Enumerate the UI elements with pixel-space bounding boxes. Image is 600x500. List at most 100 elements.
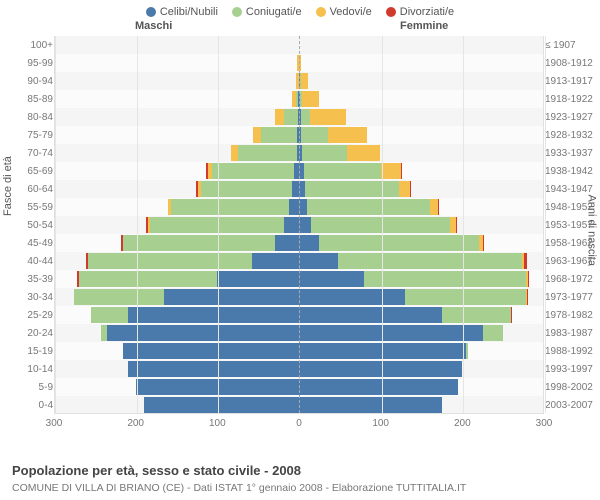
male-bar — [91, 307, 299, 323]
segment — [430, 199, 438, 215]
segment — [301, 109, 311, 125]
male-bar — [168, 199, 299, 215]
segment — [307, 199, 430, 215]
year-tick-label: 2003-2007 — [545, 400, 600, 411]
year-tick-label: 1928-1932 — [545, 130, 600, 141]
legend-swatch — [146, 7, 156, 17]
segment — [171, 199, 289, 215]
segment — [438, 199, 439, 215]
age-tick-label: 35-39 — [13, 274, 53, 285]
segment — [299, 253, 338, 269]
header-male: Maschi — [135, 20, 172, 32]
gridline — [137, 36, 138, 413]
legend-label: Divorziati/e — [400, 6, 454, 18]
age-tick-label: 15-19 — [13, 346, 53, 357]
segment — [150, 217, 285, 233]
segment — [299, 361, 462, 377]
male-bar — [206, 163, 299, 179]
pyramid-chart: Fasce di età Anni di nascita 100+≤ 19079… — [0, 36, 600, 436]
segment — [212, 163, 294, 179]
female-bar — [299, 181, 411, 197]
segment — [284, 109, 299, 125]
year-tick-label: 1943-1947 — [545, 184, 600, 195]
segment — [299, 397, 442, 413]
segment — [299, 289, 405, 305]
year-tick-label: 1968-1972 — [545, 274, 600, 285]
age-tick-label: 65-69 — [13, 166, 53, 177]
segment — [401, 163, 402, 179]
age-tick-label: 40-44 — [13, 256, 53, 267]
segment — [527, 289, 529, 305]
gridline — [218, 36, 219, 413]
legend-label: Coniugati/e — [246, 6, 302, 18]
year-tick-label: 1963-1967 — [545, 256, 600, 267]
segment — [136, 379, 299, 395]
column-headers: Maschi Femmine — [0, 20, 600, 36]
age-tick-label: 100+ — [13, 40, 53, 51]
legend-swatch — [386, 7, 396, 17]
segment — [410, 181, 411, 197]
x-tick: 200 — [454, 418, 471, 429]
segment — [302, 91, 318, 107]
female-bar — [299, 109, 346, 125]
female-bar — [299, 361, 462, 377]
age-tick-label: 85-89 — [13, 94, 53, 105]
x-tick: 100 — [209, 418, 226, 429]
year-tick-label: 1958-1962 — [545, 238, 600, 249]
segment — [364, 271, 526, 287]
female-bar — [299, 145, 380, 161]
legend-item: Coniugati/e — [232, 6, 302, 18]
male-bar — [74, 289, 299, 305]
male-bar — [146, 217, 299, 233]
chart-title: Popolazione per età, sesso e stato civil… — [12, 463, 301, 478]
male-bar — [123, 343, 299, 359]
segment — [201, 181, 292, 197]
age-tick-label: 50-54 — [13, 220, 53, 231]
age-tick-label: 20-24 — [13, 328, 53, 339]
year-tick-label: 1953-1957 — [545, 220, 600, 231]
segment — [275, 235, 300, 251]
age-tick-label: 80-84 — [13, 112, 53, 123]
segment — [123, 343, 299, 359]
male-bar — [275, 109, 299, 125]
legend-label: Celibi/Nubili — [160, 6, 218, 18]
year-tick-label: 1973-1977 — [545, 292, 600, 303]
segment — [164, 289, 299, 305]
segment — [311, 217, 450, 233]
male-bar — [121, 235, 299, 251]
segment — [328, 127, 367, 143]
age-tick-label: 55-59 — [13, 202, 53, 213]
year-tick-label: 1918-1922 — [545, 94, 600, 105]
segment — [74, 289, 164, 305]
female-bar — [299, 307, 512, 323]
age-tick-label: 45-49 — [13, 238, 53, 249]
center-axis — [299, 36, 300, 413]
segment — [289, 199, 299, 215]
male-bar — [196, 181, 299, 197]
male-bar — [128, 361, 300, 377]
female-bar — [299, 217, 457, 233]
gridline — [55, 36, 56, 413]
segment — [299, 217, 311, 233]
segment — [253, 127, 261, 143]
segment — [299, 271, 364, 287]
segment — [524, 253, 526, 269]
year-tick-label: 1983-1987 — [545, 328, 600, 339]
age-tick-label: 30-34 — [13, 292, 53, 303]
female-bar — [299, 91, 319, 107]
segment — [399, 181, 410, 197]
legend-item: Vedovi/e — [316, 6, 372, 18]
gridline — [463, 36, 464, 413]
x-tick: 100 — [372, 418, 389, 429]
segment — [238, 145, 297, 161]
segment — [442, 307, 511, 323]
year-tick-label: ≤ 1907 — [545, 40, 600, 51]
segment — [301, 73, 308, 89]
age-tick-label: 25-29 — [13, 310, 53, 321]
year-tick-label: 1933-1937 — [545, 148, 600, 159]
segment — [144, 397, 299, 413]
age-tick-label: 75-79 — [13, 130, 53, 141]
segment — [252, 253, 299, 269]
year-tick-label: 1988-1992 — [545, 346, 600, 357]
year-tick-label: 1938-1942 — [545, 166, 600, 177]
